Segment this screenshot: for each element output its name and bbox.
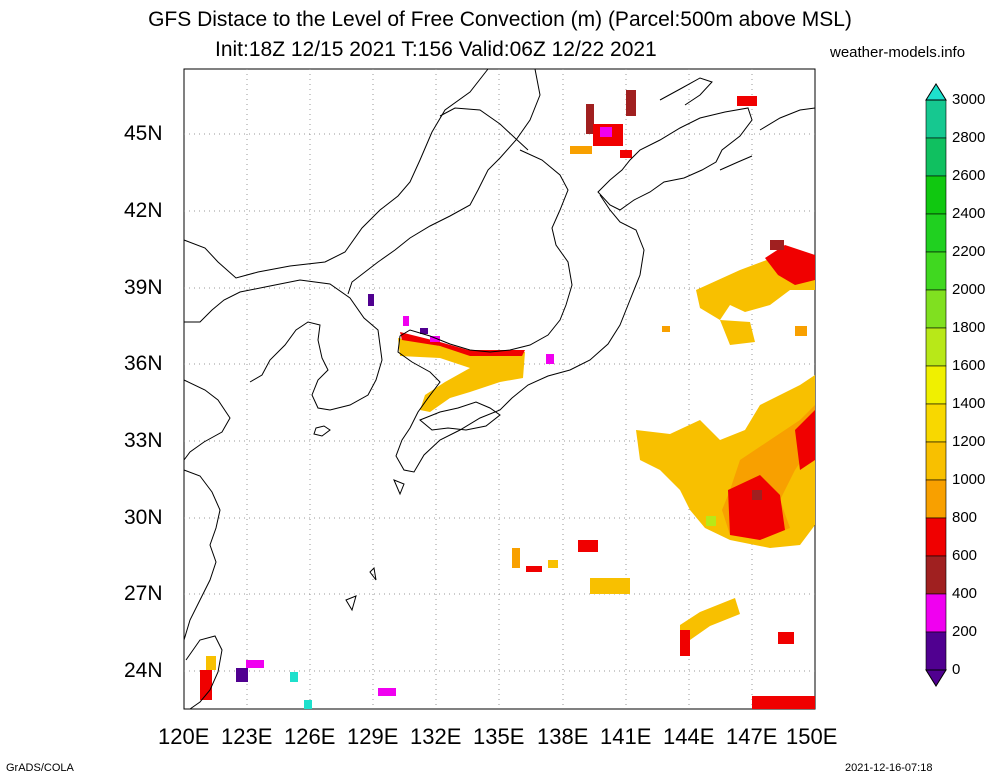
lat-label: 30N bbox=[124, 506, 163, 529]
lon-label: 129E bbox=[347, 724, 399, 749]
footer-software: GrADS/COLA bbox=[6, 762, 74, 774]
lon-label: 150E bbox=[786, 724, 838, 749]
lat-label: 27N bbox=[124, 582, 163, 605]
colorbar-cell bbox=[925, 99, 947, 139]
lon-label: 126E bbox=[284, 724, 336, 749]
colorbar-cell bbox=[925, 213, 947, 253]
lfc-shading bbox=[200, 90, 815, 709]
colorbar-top-arrow bbox=[925, 83, 947, 101]
lat-label: 39N bbox=[124, 276, 163, 299]
colorbar-label: 1200 bbox=[952, 433, 986, 450]
colorbar-cell bbox=[925, 251, 947, 291]
colorbar-cell bbox=[925, 365, 947, 405]
colorbar-label: 2600 bbox=[952, 167, 986, 184]
colorbar-cell bbox=[925, 137, 947, 177]
colorbar-cell bbox=[925, 289, 947, 329]
colorbar-cell bbox=[925, 403, 947, 443]
colorbar-cell bbox=[925, 517, 947, 557]
lon-label: 123E bbox=[221, 724, 273, 749]
colorbar-label: 1600 bbox=[952, 357, 986, 374]
colorbar-label: 3000 bbox=[952, 91, 986, 108]
lon-label: 132E bbox=[410, 724, 462, 749]
colorbar-bottom-arrow bbox=[925, 669, 947, 687]
lon-label: 120E bbox=[158, 724, 210, 749]
colorbar-cell bbox=[925, 631, 947, 671]
colorbar-label: 800 bbox=[952, 509, 978, 526]
lat-label: 45N bbox=[124, 122, 163, 145]
lat-label: 42N bbox=[124, 199, 163, 222]
chart-subtitle: Init:18Z 12/15 2021 T:156 Valid:06Z 12/2… bbox=[215, 38, 657, 61]
lon-label: 147E bbox=[726, 724, 778, 749]
colorbar-label: 0 bbox=[952, 661, 961, 678]
colorbar-label: 1800 bbox=[952, 319, 986, 336]
lon-label: 141E bbox=[600, 724, 652, 749]
lon-label: 135E bbox=[473, 724, 525, 749]
colorbar-label: 2800 bbox=[952, 129, 986, 146]
colorbar-label: 1400 bbox=[952, 395, 986, 412]
chart-title: GFS Distace to the Level of Free Convect… bbox=[148, 8, 852, 31]
colorbar-cell bbox=[925, 555, 947, 595]
colorbar-cells bbox=[925, 99, 947, 671]
colorbar-cell bbox=[925, 327, 947, 367]
lat-label: 33N bbox=[124, 429, 163, 452]
colorbar-cell bbox=[925, 175, 947, 215]
colorbar-label: 600 bbox=[952, 547, 978, 564]
colorbar-cell bbox=[925, 593, 947, 633]
colorbar-label: 1000 bbox=[952, 471, 986, 488]
colorbar-cell bbox=[925, 441, 947, 481]
lon-label: 144E bbox=[663, 724, 715, 749]
colorbar-label: 2400 bbox=[952, 205, 986, 222]
lat-label: 24N bbox=[124, 659, 163, 682]
footer-timestamp: 2021-12-16-07:18 bbox=[845, 762, 933, 774]
coastlines bbox=[183, 68, 816, 710]
lon-label: 138E bbox=[537, 724, 589, 749]
colorbar-label: 2000 bbox=[952, 281, 986, 298]
colorbar-label: 200 bbox=[952, 623, 978, 640]
lat-label: 36N bbox=[124, 352, 163, 375]
colorbar-cell bbox=[925, 479, 947, 519]
site-credit: weather-models.info bbox=[830, 44, 966, 61]
colorbar-label: 2200 bbox=[952, 243, 986, 260]
colorbar-label: 400 bbox=[952, 585, 978, 602]
